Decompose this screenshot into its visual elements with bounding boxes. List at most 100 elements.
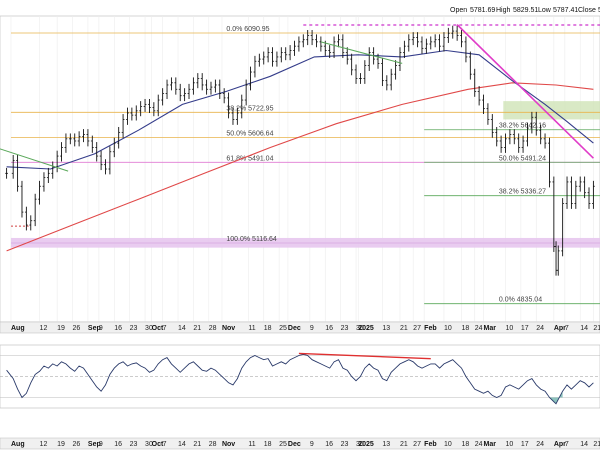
indicator-x-tick-label: 18: [264, 441, 272, 448]
fib-level-label: 61.8% 5491.04: [226, 155, 273, 162]
fib-level-label: 0.0% 6090.95: [226, 26, 269, 33]
fib2-level-label: 38.2% 5336.27: [499, 189, 546, 196]
price-x-tick-label: 18: [264, 325, 272, 332]
price-x-tick-label: Oct: [152, 325, 164, 332]
trend-line-green-left: [0, 148, 69, 172]
fib-level-label: 100.0% 5116.64: [226, 236, 277, 243]
price-x-tick-label: Apr: [554, 325, 566, 332]
price-x-tick-label: 23: [130, 325, 138, 332]
close-value: 5: [598, 7, 600, 14]
price-x-tick-label: Mar: [484, 325, 497, 332]
indicator-x-tick-label: 18: [462, 441, 470, 448]
price-x-tick-label: 24: [475, 325, 483, 332]
ma-short-line: [6, 49, 594, 170]
price-x-tick-label: 2025: [358, 325, 374, 332]
low-label: Low: [538, 7, 552, 14]
indicator-x-tick-label: 19: [57, 441, 65, 448]
fib-level-label: 50.0% 5606.64: [226, 130, 273, 137]
indicator-x-tick-label: 16: [114, 441, 122, 448]
resistance-zone: [503, 101, 600, 120]
price-x-tick-label: Dec: [288, 325, 301, 332]
price-x-tick-label: 14: [580, 325, 588, 332]
price-x-tick-label: 11: [248, 325, 255, 332]
indicator-x-tick-label: 12: [40, 441, 48, 448]
price-x-axis-band: [0, 321, 600, 334]
indicator-x-tick-label: 9: [99, 441, 103, 448]
price-x-tick-label: 24: [536, 325, 544, 332]
indicator-x-tick-label: Apr: [554, 441, 566, 448]
price-x-tick-label: Sep: [88, 325, 101, 332]
price-x-tick-label: 14: [178, 325, 186, 332]
indicator-panel: [0, 344, 600, 409]
price-x-tick-label: 25: [279, 325, 287, 332]
indicator-x-tick-label: Nov: [222, 441, 235, 448]
high-value: 5829.51: [513, 7, 538, 14]
price-x-tick-label: 23: [341, 325, 349, 332]
indicator-x-tick-label: 11: [248, 441, 255, 448]
open-value: 5781.69: [470, 7, 495, 14]
indicator-x-tick-label: 25: [279, 441, 287, 448]
indicator-x-tick-label: Aug: [11, 441, 25, 448]
price-panel: 0.0% 6090.95 38.2% 5722.95 50.0% 5606.64 61…: [0, 15, 600, 323]
price-x-tick-label: 7: [565, 325, 569, 332]
close-label: Close: [578, 7, 596, 14]
price-x-tick-label: 12: [40, 325, 48, 332]
price-x-tick-label: 26: [73, 325, 81, 332]
indicator-x-tick-label: 10: [444, 441, 452, 448]
price-x-tick-label: 27: [413, 325, 421, 332]
high-label: High: [496, 7, 511, 14]
indicator-x-tick-label: 9: [310, 441, 314, 448]
indicator-x-tick-label: Feb: [424, 441, 436, 448]
price-x-tick-label: 10: [444, 325, 452, 332]
indicator-x-tick-label: 27: [413, 441, 421, 448]
indicator-x-tick-label: 14: [178, 441, 186, 448]
price-x-tick-label: 10: [505, 325, 513, 332]
indicator-x-tick-label: 17: [521, 441, 529, 448]
price-x-tick-label: 9: [310, 325, 314, 332]
indicator-x-tick-label: 21: [193, 441, 201, 448]
divergence-line: [298, 352, 431, 360]
indicator-x-tick-label: 23: [341, 441, 349, 448]
price-x-tick-label: 21: [593, 325, 600, 332]
price-x-tick-label: 30: [145, 325, 153, 332]
indicator-x-tick-label: 16: [325, 441, 333, 448]
indicator-x-tick-label: Oct: [152, 441, 164, 448]
indicator-x-tick-label: 13: [382, 441, 390, 448]
indicator-x-tick-label: 30: [356, 441, 364, 448]
trend-line-green: [320, 41, 403, 64]
price-x-tick-label: 21: [400, 325, 408, 332]
price-panel-frame: [0, 15, 600, 323]
price-x-tick-label: 16: [325, 325, 333, 332]
price-x-tick-label: 17: [521, 325, 529, 332]
price-x-tick-label: 9: [99, 325, 103, 332]
indicator-x-tick-label: 21: [400, 441, 408, 448]
indicator-x-tick-label: 21: [593, 441, 600, 448]
indicator-x-tick-label: 2025: [358, 441, 374, 448]
ohlc-header: Open 5781.69 High 5829.51 Low 5787.41 Cl…: [450, 7, 600, 14]
fib2-level-label: 50.0% 5491.24: [499, 155, 546, 162]
indicator-line: [6, 353, 594, 405]
indicator-x-tick-label: Mar: [484, 441, 497, 448]
price-x-tick-label: 18: [462, 325, 470, 332]
indicator-x-axis-band: [0, 437, 600, 450]
price-x-tick-label: 28: [209, 325, 217, 332]
price-x-tick-label: 13: [382, 325, 390, 332]
price-x-tick-label: 16: [114, 325, 122, 332]
open-label: Open: [450, 7, 467, 14]
ma-long-line: [6, 82, 594, 252]
indicator-x-tick-label: 24: [536, 441, 544, 448]
price-x-tick-label: 7: [163, 325, 167, 332]
indicator-x-tick-label: 7: [565, 441, 569, 448]
indicator-x-tick-label: 30: [145, 441, 153, 448]
downtrend-line: [456, 24, 594, 159]
indicator-x-tick-label: 23: [130, 441, 138, 448]
indicator-x-tick-label: 24: [475, 441, 483, 448]
price-x-tick-label: Feb: [424, 325, 436, 332]
indicator-x-tick-label: Dec: [288, 441, 301, 448]
indicator-x-tick-label: 28: [209, 441, 217, 448]
fib2-level-label: 0.0% 4835.04: [499, 297, 542, 304]
indicator-x-tick-label: 26: [73, 441, 81, 448]
low-value: 5787.41: [553, 7, 578, 14]
